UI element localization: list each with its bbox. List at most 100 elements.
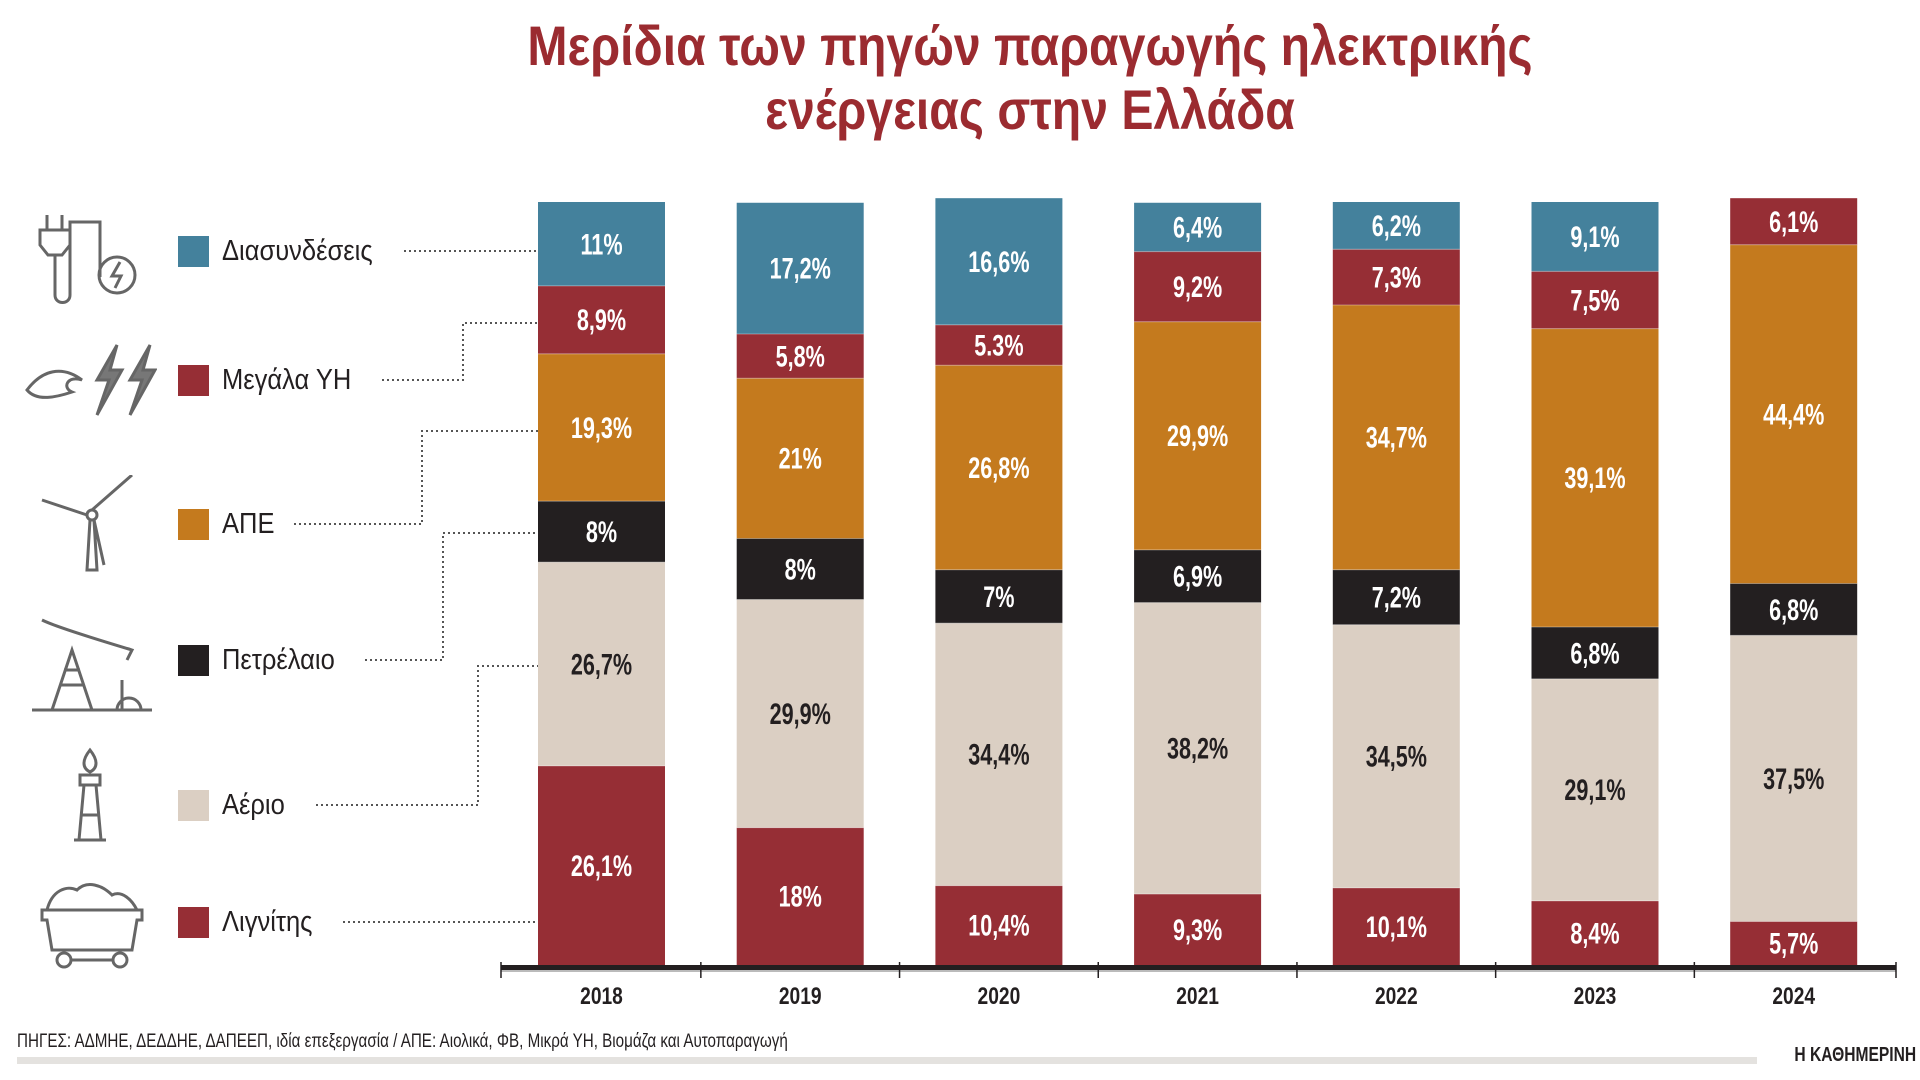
legend-swatch-large-hydro [178,365,209,396]
data-label: 26,7% [571,647,632,681]
leader-line-res [294,430,539,525]
data-label: 7,2% [1372,580,1421,614]
bar-segment [1332,305,1460,570]
data-label: 5,7% [1769,926,1818,960]
legend-swatch-res [178,509,209,540]
chart-title-line-1: Μερίδια των πηγών παραγωγής ηλεκτρικής [527,14,1533,77]
x-tick-label: 2021 [1176,982,1219,1010]
x-tick-label: 2024 [1772,982,1815,1010]
data-label: 8,4% [1570,916,1619,950]
bar-segment [538,562,665,766]
data-label: 29,9% [1167,419,1228,453]
data-label: 6,8% [1769,592,1818,626]
legend-label-oil: Πετρέλαιο [222,644,335,676]
legend-label-lignite: Λιγνίτης [222,906,313,938]
bar-segment [935,324,1063,366]
water-lightning-icon [25,344,157,416]
bar-segment [538,765,665,965]
data-label: 8% [586,514,617,548]
data-label: 8% [785,552,816,586]
data-label: 26,1% [571,848,632,882]
bar-segment [538,202,665,286]
data-label: 19,3% [571,410,632,444]
wind-turbine-icon [41,475,133,572]
legend-swatch-interconnections [178,236,209,267]
bar-segment [1332,887,1460,965]
legend-label-res: ΑΠΕ [222,508,275,540]
bar-segment [1730,921,1858,965]
bar-segment [1730,198,1858,245]
legend-label-interconnections: Διασυνδέσεις [222,235,373,267]
bar-segment [1134,549,1262,603]
bar-segment [538,501,665,563]
bar-segment [1531,900,1659,965]
data-label: 16,6% [968,244,1029,278]
x-tick-label: 2023 [1574,982,1617,1010]
bar-segment [1332,569,1460,625]
data-label: 11% [580,227,622,261]
bar-segment [736,827,864,965]
data-label: 6,8% [1570,636,1619,670]
footer-divider [17,1057,1757,1064]
bar-segment [538,353,665,502]
bar-segment [935,198,1063,325]
bar-segment [1531,271,1659,329]
legend-swatch-oil [178,645,209,676]
data-label: 6,2% [1372,208,1421,242]
data-label: 34,5% [1366,739,1427,773]
data-label: 10,1% [1366,909,1427,943]
legend-swatch-gas [178,790,209,821]
data-label: 21% [779,441,822,475]
brand-logo: Η ΚΑΘΗΜΕΡΙΝΗ [1794,1044,1916,1066]
data-label: 34,4% [968,737,1029,771]
bar-segment [1730,635,1858,922]
oil-pump-icon [32,618,152,712]
legend-label-large-hydro: Μεγάλα ΥΗ [222,364,352,396]
bar-segment [736,538,864,600]
bar-segment [1134,202,1262,252]
bar-segment [1730,583,1858,636]
data-label: 18% [779,879,822,913]
data-label: 5,8% [776,339,825,373]
bar-segment [935,885,1063,965]
x-tick-label: 2022 [1375,982,1418,1010]
bar-segment [935,569,1063,624]
bar-segment [935,365,1063,570]
data-label: 6,1% [1769,204,1818,238]
data-label: 7,5% [1570,283,1619,317]
data-label: 6,9% [1173,559,1222,593]
x-tick-label: 2020 [978,982,1021,1010]
bar-segment [1531,678,1659,901]
bar-segment [736,333,864,379]
source-note: ΠΗΓΕΣ: ΑΔΜΗΕ, ΔΕΔΔΗΕ, ΔΑΠΕΕΠ, ιδία επεξε… [17,1031,788,1052]
data-label: 7,3% [1372,260,1421,294]
bar-segment [1134,602,1262,895]
bar-segment [1332,249,1460,306]
data-label: 9,2% [1173,269,1222,303]
data-label: 9,1% [1570,220,1619,254]
coal-cart-icon [40,883,144,969]
bar-segment [736,202,864,334]
x-axis-shadow [501,970,1896,972]
data-label: 44,4% [1763,397,1824,431]
data-label: 26,8% [968,450,1029,484]
data-label: 29,9% [770,696,831,730]
bar-segment [935,623,1063,886]
data-label: 7% [983,579,1014,613]
data-label: 39,1% [1564,461,1625,495]
bar-segment [1730,244,1858,584]
bar-segment [736,599,864,828]
bar-segment [1531,328,1659,627]
x-tick-label: 2018 [580,982,623,1010]
data-label: 17,2% [770,251,831,285]
bar-segment [1134,894,1262,965]
x-axis-line [501,965,1896,970]
data-label: 10,4% [968,908,1029,942]
legend-label-gas: Αέριο [222,789,285,821]
data-label: 6,4% [1173,210,1222,244]
data-label: 5.3% [974,328,1023,362]
plug-icon [38,215,137,304]
bar-segment [1134,321,1262,550]
gas-flame-icon [74,747,106,842]
